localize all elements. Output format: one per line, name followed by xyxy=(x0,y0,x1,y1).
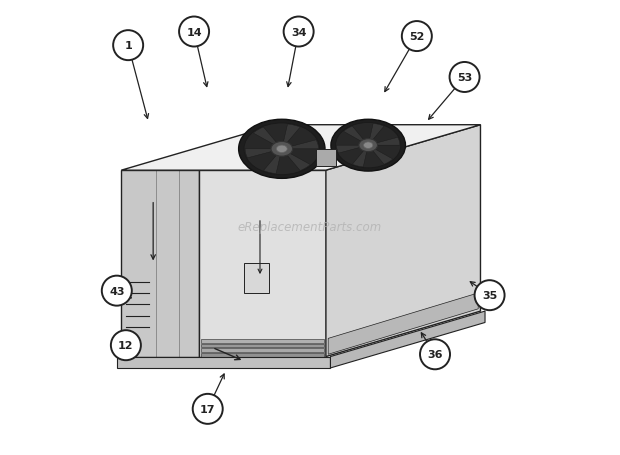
Ellipse shape xyxy=(271,142,293,157)
Ellipse shape xyxy=(277,146,287,153)
Text: 12: 12 xyxy=(118,340,134,350)
Text: 35: 35 xyxy=(482,291,497,301)
Circle shape xyxy=(113,31,143,61)
Polygon shape xyxy=(343,127,368,146)
Text: eReplacementParts.com: eReplacementParts.com xyxy=(238,221,382,234)
Polygon shape xyxy=(117,357,330,368)
Circle shape xyxy=(111,330,141,360)
Polygon shape xyxy=(201,339,324,343)
Polygon shape xyxy=(337,146,368,154)
Text: 52: 52 xyxy=(409,32,425,42)
Text: 34: 34 xyxy=(291,27,306,37)
Polygon shape xyxy=(368,124,384,146)
Polygon shape xyxy=(328,293,478,354)
Ellipse shape xyxy=(244,124,319,175)
Bar xyxy=(244,264,269,293)
Polygon shape xyxy=(368,138,400,146)
Polygon shape xyxy=(282,141,319,150)
Polygon shape xyxy=(368,146,393,165)
Circle shape xyxy=(283,17,314,47)
Text: 14: 14 xyxy=(186,27,202,37)
Ellipse shape xyxy=(335,123,401,168)
Circle shape xyxy=(420,339,450,369)
Polygon shape xyxy=(201,354,324,357)
Polygon shape xyxy=(282,150,311,171)
Polygon shape xyxy=(254,128,282,150)
Polygon shape xyxy=(264,150,282,174)
Polygon shape xyxy=(282,125,300,150)
Polygon shape xyxy=(245,150,282,158)
Ellipse shape xyxy=(363,142,373,149)
Bar xyxy=(316,150,336,166)
Ellipse shape xyxy=(331,120,405,172)
Circle shape xyxy=(474,281,505,310)
Text: 43: 43 xyxy=(109,286,125,296)
Text: 17: 17 xyxy=(200,404,216,414)
Circle shape xyxy=(179,17,209,47)
Polygon shape xyxy=(198,171,326,357)
Polygon shape xyxy=(122,126,480,171)
Ellipse shape xyxy=(239,120,325,179)
Text: 36: 36 xyxy=(427,349,443,359)
Ellipse shape xyxy=(359,139,378,152)
Polygon shape xyxy=(330,311,485,368)
Polygon shape xyxy=(326,126,480,357)
Polygon shape xyxy=(352,146,368,167)
Polygon shape xyxy=(201,344,324,348)
Circle shape xyxy=(402,22,432,52)
Polygon shape xyxy=(122,171,198,357)
Circle shape xyxy=(193,394,223,424)
Circle shape xyxy=(450,63,479,93)
Text: 1: 1 xyxy=(124,41,132,51)
Text: 53: 53 xyxy=(457,73,472,83)
Circle shape xyxy=(102,276,132,306)
Polygon shape xyxy=(201,349,324,353)
